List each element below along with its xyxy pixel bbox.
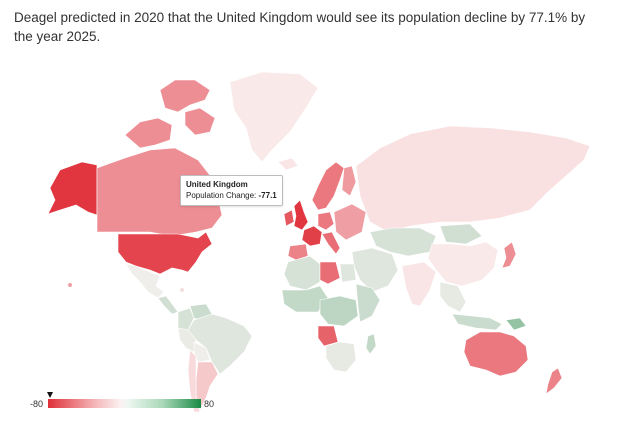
- japan-region[interactable]: [501, 241, 517, 269]
- tooltip-body: Population Change: -77.1: [186, 190, 277, 201]
- tooltip-country: United Kingdom: [186, 180, 248, 189]
- ireland-region[interactable]: [283, 209, 295, 227]
- caption: Deagel predicted in 2020 that the United…: [14, 10, 586, 44]
- iceland-region[interactable]: [277, 157, 299, 171]
- middle-east-region[interactable]: [351, 247, 399, 293]
- legend-gradient-bar: [48, 399, 201, 408]
- canada-region[interactable]: [96, 147, 223, 237]
- australia-region[interactable]: [463, 331, 529, 377]
- scandinavia-region[interactable]: [311, 161, 345, 211]
- world-map: United Kingdom Population Change: -77.1 …: [0, 60, 622, 424]
- legend-max-label: 80: [204, 399, 215, 409]
- greenland-region[interactable]: [229, 71, 319, 163]
- libya-region[interactable]: [319, 261, 341, 285]
- new-zealand-region[interactable]: [545, 367, 563, 395]
- tooltip-value: -77.1: [258, 191, 277, 200]
- angola-region[interactable]: [317, 325, 339, 347]
- central-america-region[interactable]: [157, 295, 179, 315]
- italy-region[interactable]: [321, 231, 341, 255]
- indonesia-region[interactable]: [451, 313, 503, 331]
- egypt-region[interactable]: [339, 263, 357, 283]
- southeast-asia-region[interactable]: [439, 281, 467, 313]
- north-africa-region[interactable]: [283, 255, 321, 291]
- southern-africa-region[interactable]: [325, 341, 357, 373]
- india-region[interactable]: [401, 261, 437, 307]
- finland-region[interactable]: [341, 165, 357, 197]
- bolivia-region[interactable]: [193, 341, 211, 363]
- map-tooltip: United Kingdom Population Change: -77.1: [180, 175, 283, 206]
- russia-region[interactable]: [355, 125, 591, 233]
- png-region[interactable]: [505, 317, 527, 331]
- mongolia-region[interactable]: [439, 223, 483, 245]
- china-region[interactable]: [427, 241, 499, 287]
- mexico-region[interactable]: [125, 263, 165, 299]
- eastern-europe-region[interactable]: [333, 203, 367, 241]
- germany-region[interactable]: [317, 211, 335, 231]
- hawaii-region[interactable]: [68, 283, 72, 287]
- arctic-region[interactable]: [124, 79, 216, 149]
- colombia-region[interactable]: [177, 307, 195, 331]
- madagascar-region[interactable]: [365, 333, 377, 355]
- legend-marker-icon: [47, 392, 54, 398]
- caribbean-region[interactable]: [180, 288, 184, 292]
- chile-region[interactable]: [187, 349, 201, 413]
- central-africa-region[interactable]: [319, 295, 359, 327]
- east-africa-region[interactable]: [355, 283, 381, 323]
- color-legend: -80 80: [0, 390, 240, 420]
- france-region[interactable]: [301, 225, 323, 247]
- legend-min-label: -80: [30, 399, 44, 409]
- uk-region[interactable]: [293, 199, 309, 231]
- world-map-svg: [47, 71, 591, 413]
- tooltip-label: Population Change:: [186, 191, 257, 200]
- alaska-region[interactable]: [47, 161, 98, 216]
- usa-region[interactable]: [117, 231, 213, 275]
